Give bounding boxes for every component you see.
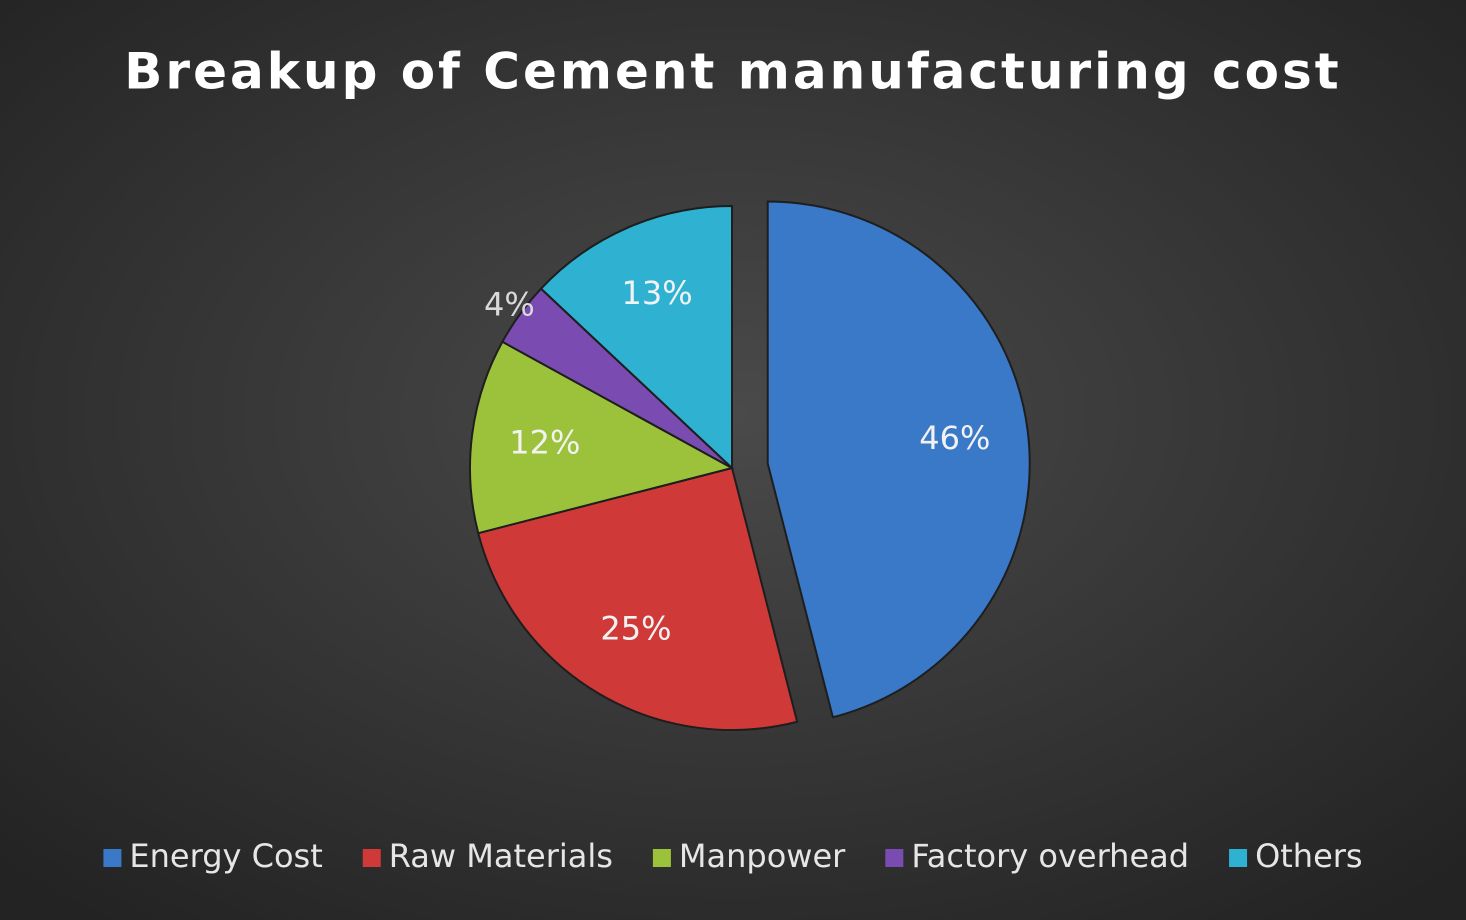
legend-label: Energy Cost: [129, 837, 322, 875]
chart-title: Breakup of Cement manufacturing cost: [124, 43, 1341, 101]
data-label: 13%: [622, 274, 693, 312]
data-label: 46%: [919, 419, 990, 457]
legend-label: Manpower: [679, 837, 846, 875]
data-label: 12%: [509, 423, 580, 461]
legend: Energy Cost Raw Materials Manpower Factory …: [103, 837, 1363, 875]
legend-swatch: [652, 849, 671, 867]
legend-swatch: [1229, 849, 1248, 867]
pie-slice: [469, 340, 735, 535]
legend-label: Raw Materials: [389, 837, 613, 875]
pie-slice: [539, 204, 733, 471]
legend-swatch: [362, 849, 381, 867]
data-label: 4%: [484, 285, 535, 323]
pie-slice: [766, 200, 1031, 719]
legend-label: Others: [1255, 837, 1363, 875]
legend-swatch: [885, 849, 904, 867]
legend-swatch: [103, 849, 122, 867]
data-label: 25%: [600, 609, 671, 647]
pie-slice: [477, 466, 799, 731]
pie: 46% 25% 12% 4% 13%: [469, 200, 1031, 731]
legend-label: Factory overhead: [911, 837, 1189, 875]
